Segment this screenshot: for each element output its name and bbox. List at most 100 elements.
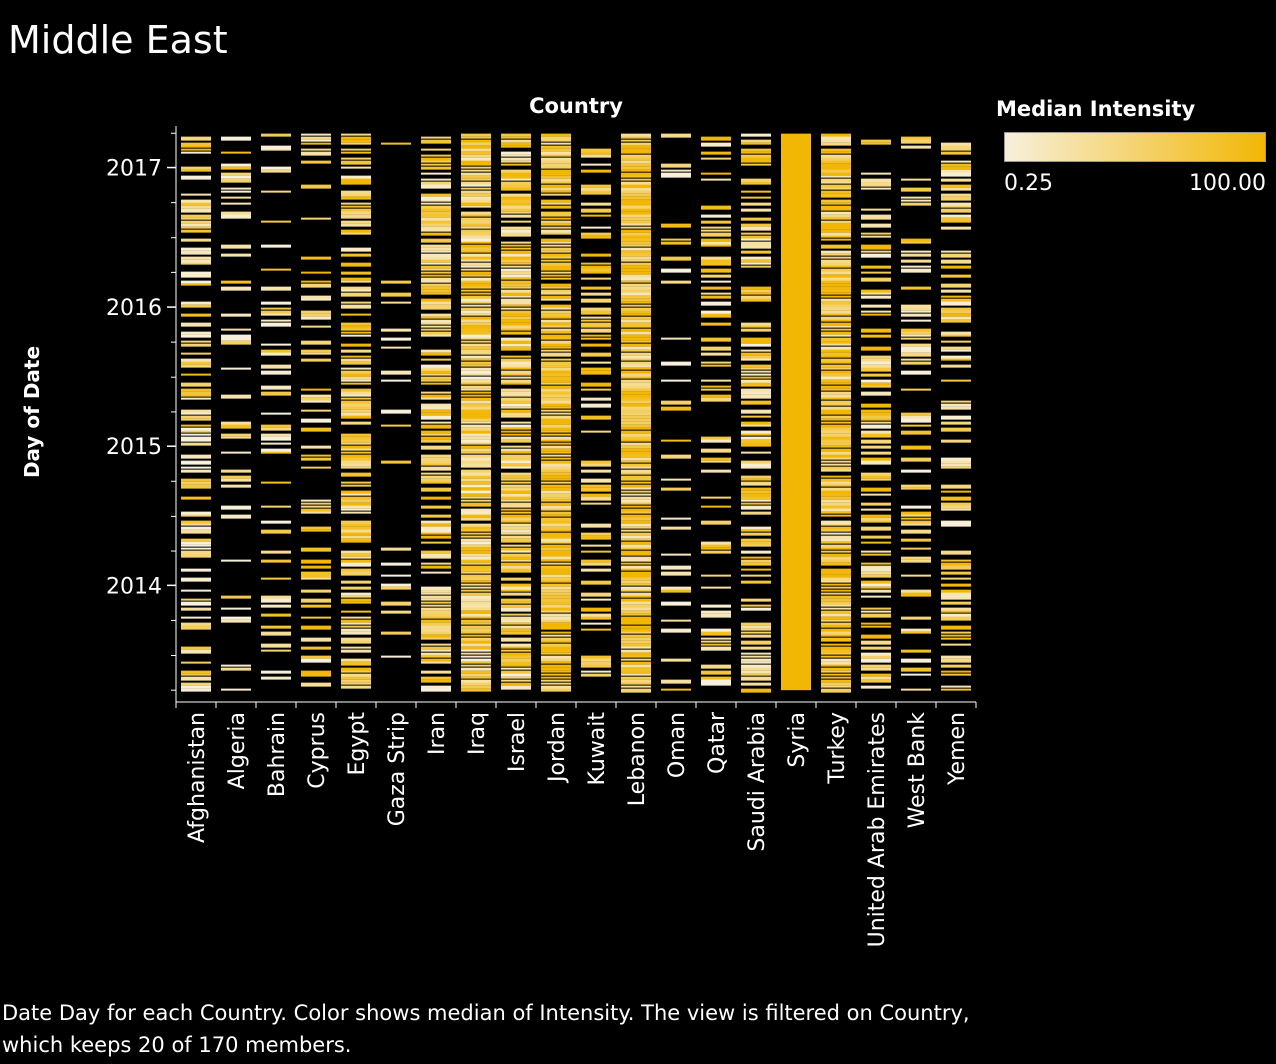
heatmap-cell — [621, 574, 651, 579]
heatmap-cell — [541, 424, 571, 429]
heatmap-cell — [821, 667, 851, 671]
heatmap-cell — [501, 466, 531, 469]
heatmap-cell — [701, 397, 731, 402]
heatmap-cell — [541, 187, 571, 191]
heatmap-cell — [821, 391, 851, 395]
heatmap-cell — [741, 502, 771, 505]
heatmap-cell — [821, 655, 851, 658]
heatmap-cell — [461, 601, 491, 606]
heatmap-cell — [621, 517, 651, 521]
heatmap-cell — [901, 241, 931, 244]
heatmap-cell — [301, 139, 331, 142]
heatmap-cell — [941, 217, 971, 222]
heatmap-cell — [621, 571, 651, 576]
heatmap-cell — [421, 211, 451, 216]
heatmap-cell — [581, 550, 611, 553]
heatmap-cell — [501, 202, 531, 207]
heatmap-cell — [341, 223, 371, 227]
heatmap-cell — [701, 238, 731, 242]
heatmap-cell — [461, 277, 491, 282]
heatmap-cell — [341, 679, 371, 683]
heatmap-cell — [621, 337, 651, 341]
heatmap-cell — [461, 586, 491, 589]
heatmap-cell — [581, 343, 611, 347]
heatmap-cell — [941, 415, 971, 420]
heatmap-cell — [301, 148, 331, 151]
heatmap-cell — [421, 520, 451, 524]
heatmap-cell — [821, 160, 851, 164]
heatmap-cell — [541, 472, 571, 476]
heatmap-cell — [301, 340, 331, 345]
heatmap-cell — [541, 337, 571, 340]
heatmap-cell — [221, 514, 251, 519]
heatmap-cell — [181, 409, 211, 414]
heatmap-cell — [861, 553, 891, 556]
heatmap-cell — [741, 223, 771, 227]
heatmap-cell — [501, 376, 531, 379]
heatmap-cell — [941, 550, 971, 555]
heatmap-cell — [501, 301, 531, 305]
heatmap-cell — [261, 310, 291, 315]
heatmap-cell — [821, 283, 851, 287]
heatmap-cell — [621, 523, 651, 527]
heatmap-cell — [541, 373, 571, 377]
heatmap-cell — [701, 460, 731, 463]
heatmap-cell — [701, 664, 731, 669]
heatmap-cell — [261, 391, 291, 396]
heatmap-cell — [581, 352, 611, 357]
heatmap-cell — [421, 478, 451, 483]
heatmap-cell — [741, 655, 771, 658]
heatmap-cell — [541, 607, 571, 612]
heatmap-cell — [301, 499, 331, 502]
heatmap-cell — [741, 505, 771, 510]
heatmap-cell — [181, 568, 211, 572]
heatmap-cell — [461, 595, 491, 600]
heatmap-cell — [341, 292, 371, 297]
heatmap-cell — [821, 499, 851, 503]
heatmap-cell — [341, 382, 371, 385]
heatmap-cell — [941, 295, 971, 298]
heatmap-cell — [901, 415, 931, 420]
heatmap-cell — [461, 649, 491, 652]
heatmap-cell — [701, 544, 731, 548]
heatmap-cell — [341, 520, 371, 525]
heatmap-cell — [421, 238, 451, 243]
heatmap-cell — [421, 268, 451, 271]
heatmap-cell — [421, 556, 451, 559]
heatmap-cell — [941, 421, 971, 425]
heatmap-cell — [461, 442, 491, 445]
heatmap-cell — [741, 676, 771, 681]
heatmap-cell — [621, 505, 651, 508]
heatmap-cell — [901, 250, 931, 253]
heatmap-cell — [541, 178, 571, 183]
heatmap-cell — [461, 379, 491, 384]
heatmap-cell — [261, 169, 291, 173]
heatmap-cell — [501, 604, 531, 608]
heatmap-cell — [501, 676, 531, 679]
heatmap-cell — [821, 484, 851, 487]
heatmap-cell — [901, 520, 931, 525]
heatmap-cell — [861, 391, 891, 396]
heatmap-cell — [581, 214, 611, 217]
heatmap-cell — [621, 283, 651, 287]
heatmap-cell — [901, 334, 931, 337]
heatmap-cell — [741, 556, 771, 559]
heatmap-cell — [821, 661, 851, 666]
heatmap-cell — [341, 622, 371, 625]
heatmap-cell — [621, 466, 651, 469]
heatmap-cell — [661, 172, 691, 177]
heatmap-cell — [941, 613, 971, 618]
heatmap-cell — [621, 205, 651, 210]
heatmap-cell — [501, 193, 531, 198]
heatmap-cell — [501, 319, 531, 323]
heatmap-cell — [541, 682, 571, 685]
heatmap-cell — [181, 544, 211, 547]
heatmap-cell — [621, 583, 651, 586]
heatmap-cell — [501, 268, 531, 272]
heatmap-cell — [181, 388, 211, 392]
heatmap-cell — [221, 424, 251, 429]
heatmap-cell — [301, 658, 331, 663]
heatmap-cell — [461, 484, 491, 488]
heatmap-cell — [221, 505, 251, 510]
